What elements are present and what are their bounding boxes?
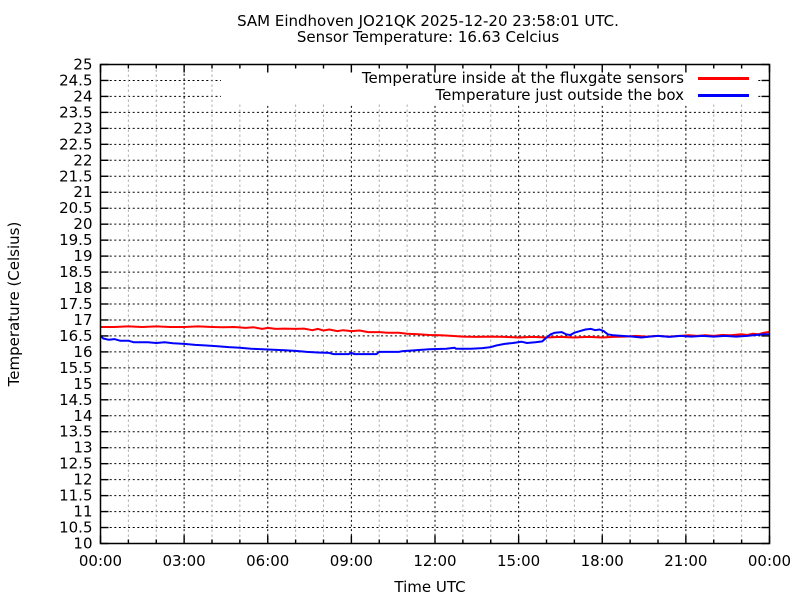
y-axis-title: Temperature (Celsius) (5, 222, 23, 388)
y-tick-label: 23 (73, 119, 92, 137)
y-tick-label: 18.5 (59, 263, 92, 281)
y-tick-label: 22 (73, 151, 92, 169)
legend-label-inside: Temperature inside at the fluxgate senso… (361, 69, 684, 87)
y-tick-label: 16 (73, 343, 92, 361)
x-axis-title: Time UTC (393, 578, 465, 596)
x-tick-label: 12:00 (413, 552, 456, 570)
y-tick-label: 11.5 (59, 487, 92, 505)
legend: Temperature inside at the fluxgate senso… (361, 69, 749, 104)
x-tick-label: 15:00 (497, 552, 540, 570)
y-tick-label: 16.5 (59, 327, 92, 345)
y-tick-label: 13.5 (59, 423, 92, 441)
y-tick-label: 14 (73, 407, 92, 425)
y-tick-label: 15.5 (59, 359, 92, 377)
legend-label-outside: Temperature just outside the box (435, 86, 685, 104)
y-tick-label: 19 (73, 247, 92, 265)
y-tick-label: 18 (73, 279, 92, 297)
y-tick-label: 25 (73, 56, 92, 74)
chart-subtitle: Sensor Temperature: 16.63 Celcius (297, 28, 560, 46)
y-tick-label: 24.5 (59, 71, 92, 89)
y-tick-label: 12.5 (59, 455, 92, 473)
y-tick-label: 11 (73, 503, 92, 521)
x-tick-label: 09:00 (330, 552, 373, 570)
y-tick-label: 12 (73, 471, 92, 489)
chart-title: SAM Eindhoven JO21QK 2025-12-20 23:58:01… (237, 12, 619, 30)
x-tick-label: 03:00 (163, 552, 206, 570)
series-line-outside (99, 327, 770, 356)
series-layer (99, 325, 770, 356)
axis-layer: 1010.51111.51212.51313.51414.51515.51616… (59, 56, 791, 571)
x-tick-label: 00:00 (748, 552, 791, 570)
y-tick-label: 15 (73, 375, 92, 393)
y-tick-label: 21.5 (59, 167, 92, 185)
y-tick-label: 14.5 (59, 391, 92, 409)
y-tick-label: 20 (73, 215, 92, 233)
y-tick-label: 17 (73, 311, 92, 329)
grid-layer (100, 64, 770, 544)
y-tick-label: 23.5 (59, 103, 92, 121)
y-tick-label: 24 (73, 87, 92, 105)
x-tick-label: 18:00 (581, 552, 624, 570)
y-tick-label: 10.5 (59, 519, 92, 537)
y-tick-label: 10 (73, 535, 92, 553)
y-tick-label: 21 (73, 183, 92, 201)
y-tick-label: 13 (73, 439, 92, 457)
x-tick-label: 00:00 (79, 552, 122, 570)
y-tick-label: 19.5 (59, 231, 92, 249)
x-tick-label: 21:00 (664, 552, 707, 570)
y-tick-label: 22.5 (59, 135, 92, 153)
series-line-inside (100, 325, 770, 339)
y-tick-label: 17.5 (59, 295, 92, 313)
y-tick-label: 20.5 (59, 199, 92, 217)
x-tick-label: 06:00 (246, 552, 289, 570)
legend-background (221, 66, 757, 104)
